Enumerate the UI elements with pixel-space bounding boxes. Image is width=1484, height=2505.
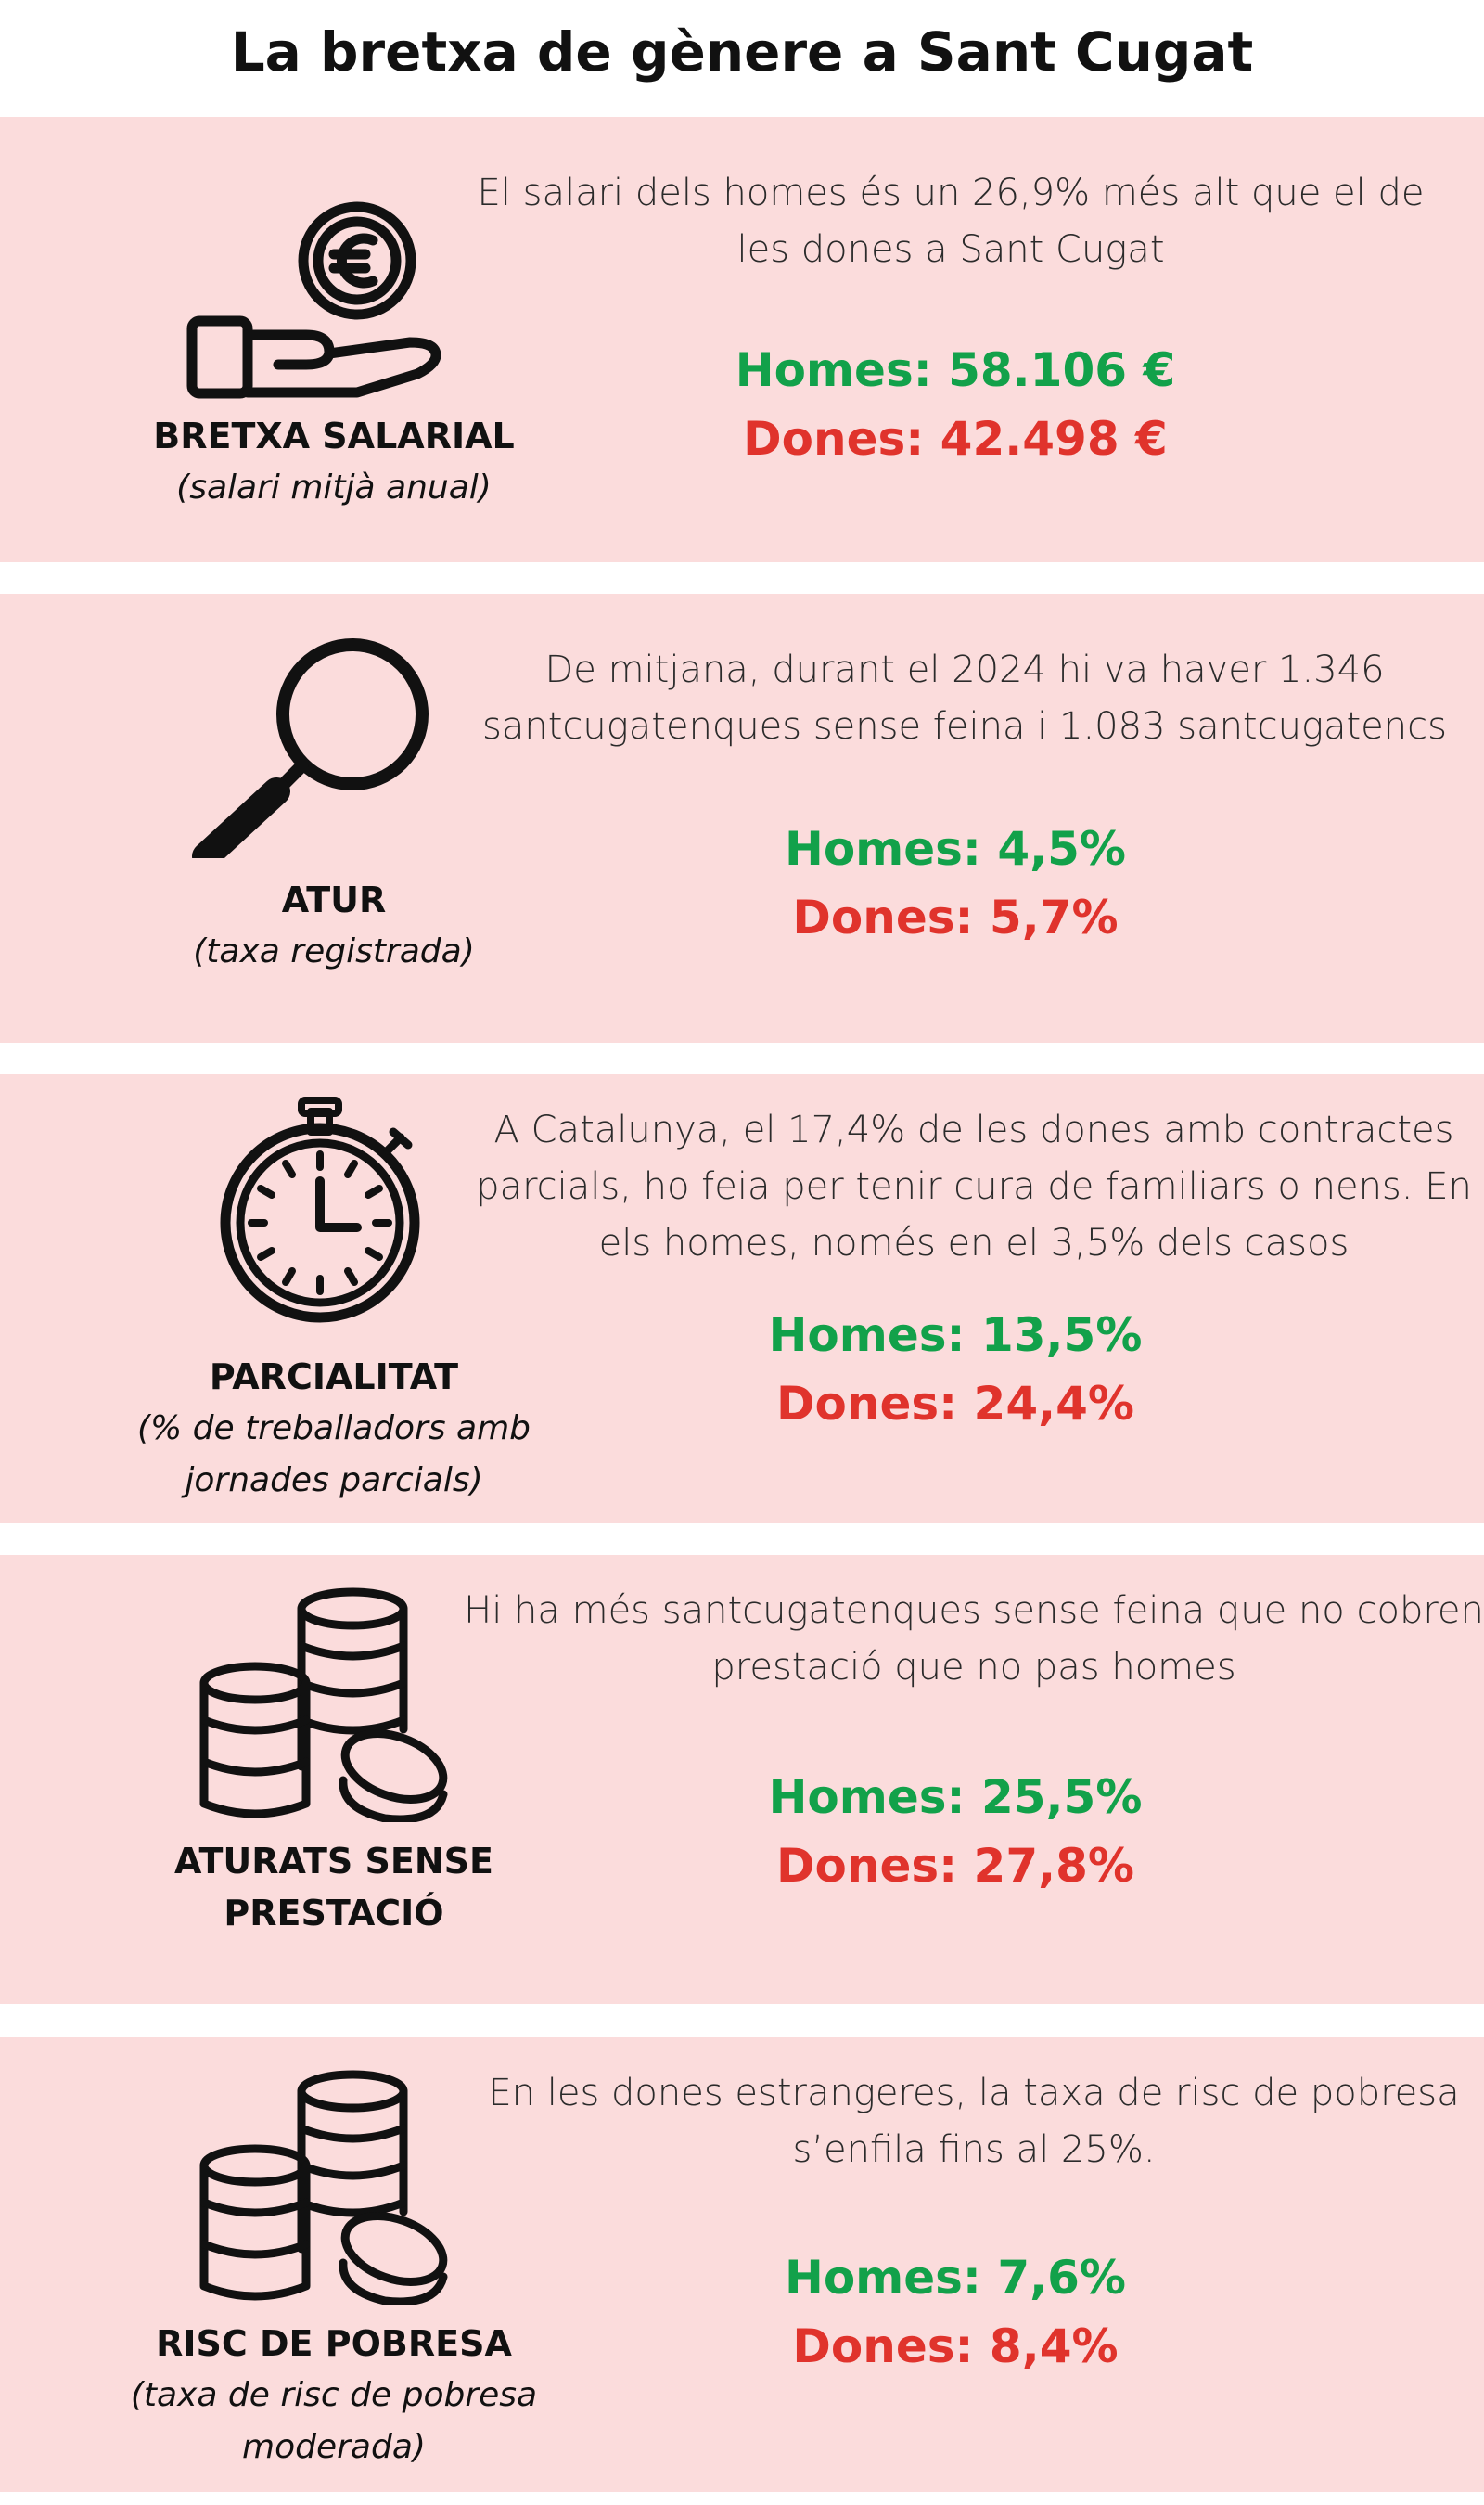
indicator-subtitle: (taxa registrada) (193, 932, 475, 970)
section-bretxa-salarial: BRETXA SALARIAL (salari mitjà anual) El … (0, 117, 1484, 562)
indicator-description: A Catalunya, el 17,4% de les dones amb c… (476, 1109, 1472, 1265)
men-value: Homes: 4,5% (784, 822, 1127, 876)
indicator-description: En les dones estrangeres, la taxa de ris… (488, 2072, 1460, 2171)
coin-stacks-icon (167, 1581, 464, 1822)
coin-stacks-icon (167, 2063, 464, 2305)
section-label: ATURATS SENSE PRESTACIÓ (74, 1835, 594, 1939)
indicator-values: Homes: 7,6% Dones: 8,4% (594, 2243, 1317, 2381)
indicator-subtitle: (salari mitjà anual) (176, 469, 492, 507)
men-value: Homes: 58.106 € (735, 343, 1176, 397)
indicator-values: Homes: 58.106 € Dones: 42.498 € (594, 336, 1317, 473)
indicator-subtitle: (% de treballadors amb jornades parcials… (136, 1409, 531, 1499)
men-value: Homes: 25,5% (768, 1770, 1143, 1824)
indicator-values: Homes: 4,5% Dones: 5,7% (594, 815, 1317, 952)
section-label: ATUR (taxa registrada) (74, 874, 594, 978)
indicator-name: RISC DE POBRESA (156, 2323, 512, 2364)
indicator-name: ATURATS SENSE PRESTACIÓ (174, 1841, 493, 1933)
indicator-description: De mitjana, durant el 2024 hi va haver 1… (482, 649, 1447, 748)
indicator-description: El salari dels homes és un 26,9% més alt… (477, 172, 1425, 271)
section-label: RISC DE POBRESA (taxa de risc de pobresa… (74, 2318, 594, 2473)
indicator-name: PARCIALITAT (209, 1356, 459, 1397)
indicator-description: Hi ha més santcugatenques sense feina qu… (464, 1589, 1484, 1689)
section-aturats-sense-prestacio: ATURATS SENSE PRESTACIÓ Hi ha més santcu… (0, 1555, 1484, 2004)
indicator-name: BRETXA SALARIAL (153, 416, 515, 456)
women-value: Dones: 24,4% (776, 1377, 1134, 1431)
stopwatch-icon (167, 1093, 464, 1334)
magnifying-glass-icon (167, 617, 464, 858)
men-value: Homes: 13,5% (768, 1308, 1143, 1362)
section-parcialitat: PARCIALITAT (% de treballadors amb jorna… (0, 1074, 1484, 1523)
section-risc-de-pobresa: RISC DE POBRESA (taxa de risc de pobresa… (0, 2037, 1484, 2492)
indicator-subtitle: (taxa de risc de pobresa moderada) (130, 2376, 538, 2466)
section-label: BRETXA SALARIAL (salari mitjà anual) (74, 410, 594, 514)
indicator-values: Homes: 25,5% Dones: 27,8% (594, 1763, 1317, 1900)
section-atur: ATUR (taxa registrada) De mitjana, duran… (0, 594, 1484, 1043)
women-value: Dones: 27,8% (776, 1839, 1134, 1893)
indicator-values: Homes: 13,5% Dones: 24,4% (594, 1301, 1317, 1438)
women-value: Dones: 42.498 € (743, 412, 1168, 466)
women-value: Dones: 5,7% (792, 891, 1119, 944)
hand-euro-coin-icon (167, 159, 464, 400)
page-title: La bretxa de gènere a Sant Cugat (230, 20, 1254, 84)
women-value: Dones: 8,4% (792, 2319, 1119, 2373)
men-value: Homes: 7,6% (784, 2251, 1127, 2305)
section-label: PARCIALITAT (% de treballadors amb jorna… (74, 1351, 594, 1507)
indicator-name: ATUR (281, 880, 387, 920)
